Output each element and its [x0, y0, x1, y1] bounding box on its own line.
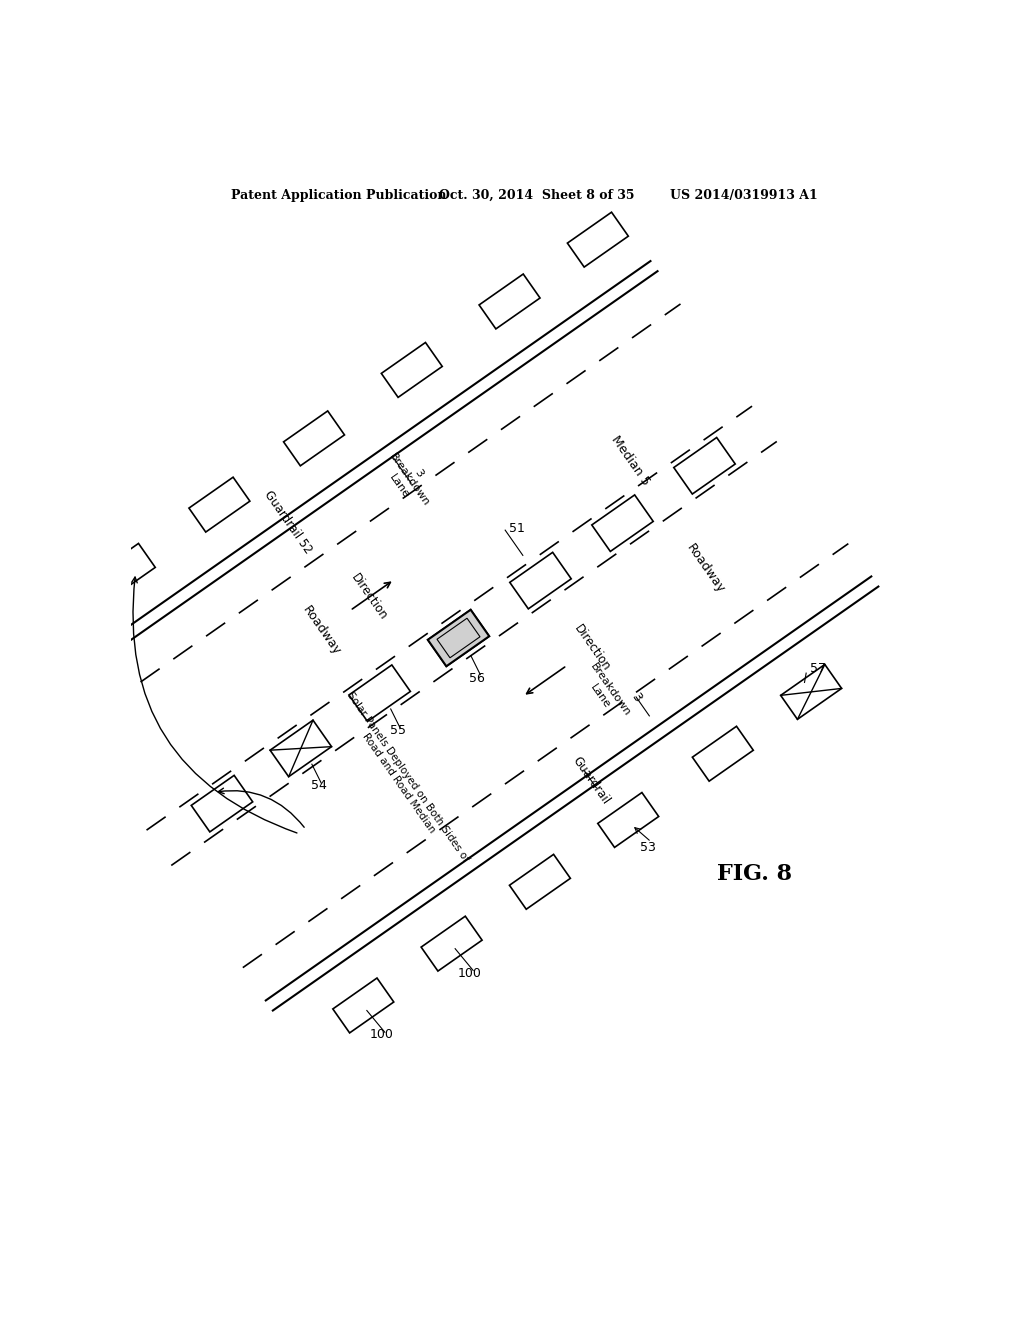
Bar: [189, 478, 250, 532]
Bar: [592, 495, 653, 552]
Text: 3
Breakdown
Lane: 3 Breakdown Lane: [378, 445, 440, 515]
Text: US 2014/0319913 A1: US 2014/0319913 A1: [670, 189, 817, 202]
Text: 56: 56: [469, 672, 484, 685]
Text: 55: 55: [390, 725, 407, 737]
Bar: [674, 437, 735, 494]
Bar: [381, 342, 442, 397]
Text: Direction: Direction: [571, 622, 613, 673]
Text: Direction: Direction: [348, 572, 389, 623]
Text: Patent Application Publication: Patent Application Publication: [230, 189, 446, 202]
Bar: [349, 665, 411, 722]
Text: 53: 53: [640, 841, 655, 854]
Text: Median 5: Median 5: [609, 434, 652, 488]
Bar: [780, 664, 842, 719]
Text: 100: 100: [370, 1028, 393, 1041]
Bar: [94, 544, 156, 598]
Bar: [421, 916, 482, 972]
Text: Roadway: Roadway: [300, 603, 343, 657]
Text: 100: 100: [458, 966, 481, 979]
Bar: [510, 854, 570, 909]
Text: 51: 51: [509, 523, 525, 536]
Bar: [567, 213, 629, 267]
Text: 54: 54: [311, 779, 327, 792]
Text: Solar Panels Deployed on Both Sides of
Road and Road Median: Solar Panels Deployed on Both Sides of R…: [336, 690, 471, 870]
Text: Roadway: Roadway: [684, 541, 727, 595]
Bar: [333, 978, 394, 1034]
Text: Guardrail: Guardrail: [570, 754, 612, 807]
Bar: [510, 552, 571, 609]
Text: 57: 57: [810, 661, 826, 675]
Bar: [479, 275, 540, 329]
Bar: [598, 792, 658, 847]
Text: FIG. 8: FIG. 8: [717, 863, 792, 886]
Text: Oct. 30, 2014  Sheet 8 of 35: Oct. 30, 2014 Sheet 8 of 35: [438, 189, 634, 202]
Bar: [428, 610, 489, 667]
Text: Breakdown
Lane: Breakdown Lane: [579, 661, 632, 725]
Text: Guardrail 52: Guardrail 52: [262, 488, 314, 556]
Bar: [270, 721, 332, 776]
Bar: [284, 411, 344, 466]
Text: 3: 3: [629, 690, 644, 704]
Bar: [437, 618, 480, 657]
Bar: [692, 726, 754, 781]
Bar: [191, 775, 253, 832]
Bar: [428, 610, 489, 667]
